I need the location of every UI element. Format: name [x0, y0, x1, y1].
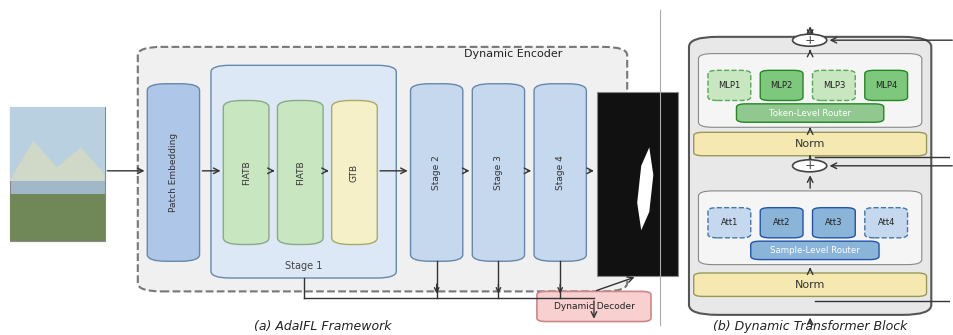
Text: Token-Level Router: Token-Level Router — [768, 109, 850, 118]
Text: MLP1: MLP1 — [718, 81, 740, 90]
FancyBboxPatch shape — [277, 100, 323, 245]
Text: Att2: Att2 — [772, 218, 789, 227]
FancyBboxPatch shape — [707, 208, 750, 238]
Bar — [10, 107, 105, 181]
Text: Stage 1: Stage 1 — [285, 261, 322, 271]
FancyBboxPatch shape — [223, 100, 269, 245]
Text: GTB: GTB — [350, 163, 358, 182]
FancyBboxPatch shape — [698, 54, 921, 127]
FancyBboxPatch shape — [863, 70, 906, 100]
FancyBboxPatch shape — [812, 70, 855, 100]
Text: +: + — [803, 159, 814, 172]
Text: Norm: Norm — [794, 280, 824, 290]
Circle shape — [792, 160, 826, 172]
Polygon shape — [10, 141, 105, 181]
FancyBboxPatch shape — [693, 132, 925, 156]
Text: Stage 3: Stage 3 — [494, 155, 502, 190]
Text: Dynamic Encoder: Dynamic Encoder — [463, 49, 561, 59]
FancyBboxPatch shape — [211, 65, 395, 278]
Text: Stage 4: Stage 4 — [555, 155, 564, 190]
Text: (a) AdaIFL Framework: (a) AdaIFL Framework — [254, 320, 392, 333]
Bar — [597, 92, 677, 276]
Bar — [10, 194, 105, 241]
FancyBboxPatch shape — [750, 241, 878, 260]
Text: Att4: Att4 — [877, 218, 894, 227]
FancyBboxPatch shape — [137, 47, 626, 291]
Text: (b) Dynamic Transformer Block: (b) Dynamic Transformer Block — [712, 320, 906, 333]
FancyBboxPatch shape — [760, 208, 802, 238]
FancyBboxPatch shape — [736, 104, 882, 122]
FancyBboxPatch shape — [410, 84, 462, 261]
Text: MLP3: MLP3 — [821, 81, 844, 90]
FancyBboxPatch shape — [332, 100, 376, 245]
Text: +: + — [803, 34, 814, 47]
Text: Norm: Norm — [794, 139, 824, 149]
Text: FIATB: FIATB — [241, 160, 251, 185]
FancyBboxPatch shape — [760, 70, 802, 100]
FancyBboxPatch shape — [537, 291, 650, 322]
Text: Att1: Att1 — [720, 218, 738, 227]
FancyBboxPatch shape — [534, 84, 586, 261]
FancyBboxPatch shape — [812, 208, 855, 238]
FancyBboxPatch shape — [688, 37, 930, 315]
Text: Stage 2: Stage 2 — [432, 155, 440, 190]
Text: MLP4: MLP4 — [874, 81, 897, 90]
FancyBboxPatch shape — [693, 273, 925, 296]
FancyBboxPatch shape — [863, 208, 906, 238]
Bar — [10, 107, 105, 241]
Text: MLP2: MLP2 — [770, 81, 792, 90]
FancyBboxPatch shape — [698, 191, 921, 265]
Polygon shape — [637, 147, 653, 230]
FancyBboxPatch shape — [472, 84, 524, 261]
FancyBboxPatch shape — [147, 84, 199, 261]
Text: Dynamic Decoder: Dynamic Decoder — [553, 302, 634, 311]
Circle shape — [792, 34, 826, 46]
Text: FIATB: FIATB — [295, 160, 304, 185]
Text: Att3: Att3 — [824, 218, 841, 227]
FancyBboxPatch shape — [707, 70, 750, 100]
Text: Patch Embedding: Patch Embedding — [169, 133, 178, 212]
Text: Sample-Level Router: Sample-Level Router — [769, 246, 859, 255]
